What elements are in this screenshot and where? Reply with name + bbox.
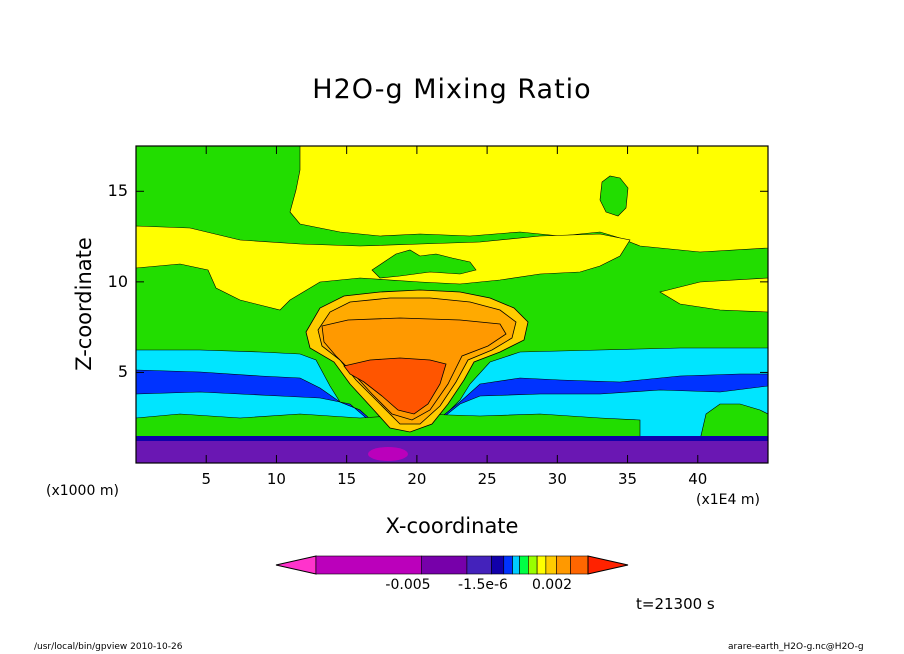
contour-purple [136,438,768,463]
colorbar-segment [315,555,422,575]
contour-yellow-upper [289,146,768,253]
x-tick-label: 35 [618,470,638,488]
x-tick-label: 30 [547,470,567,488]
plot-frame [135,145,769,464]
x-tick-label: 25 [477,470,497,488]
colorbar-segment [556,555,571,575]
contour-yellow-right [659,277,768,313]
colorbar-segment [570,555,589,575]
y-ticks [136,190,768,373]
colorbar-min-arrow [275,555,317,575]
contour-green-wisps [371,249,477,279]
colorbar-segment [420,555,468,575]
colorbar-tick-label-1: -0.005 [385,577,431,593]
contour-core [343,357,447,415]
colorbar-segment [503,555,513,575]
footer-command: /usr/local/bin/gpview 2010-10-26 [34,642,183,652]
chart-title: H2O-g Mixing Ratio [312,74,592,105]
x-unit-right: (x1E4 m) [696,492,760,508]
contour-blue [136,369,768,433]
y-tick-label: 10 [107,271,128,291]
x-unit-left: (x1000 m) [46,483,119,499]
y-axis-label: Z-coordinate [72,237,96,371]
colorbar-segment [512,555,520,575]
x-tick-label: 40 [688,470,708,488]
x-ticks [205,146,699,463]
colorbar-segment [491,555,505,575]
contour-deep-blue [136,436,768,441]
contour-fills [136,146,768,463]
x-tick-label: 10 [266,470,286,488]
colorbar-segment [545,555,557,575]
x-tick-label: 20 [407,470,427,488]
time-label: t=21300 s [636,595,715,613]
x-axis-label: X-coordinate [385,514,519,538]
colorbar-segment [466,555,492,575]
y-tick-label: 5 [117,362,128,382]
colorbar-tick-label-3: 0.002 [531,577,573,593]
y-tick-label: 15 [107,181,128,201]
contour-magenta-spot [368,447,408,461]
colorbar-segment [519,555,529,575]
footer-file: arare-earth_H2O-g.nc@H2O-g [728,642,864,652]
contour-green-patch [599,175,629,217]
colorbar-tick-label-2: -1.5e-6 [458,577,508,593]
colorbar-segment [528,555,538,575]
colorbar-segment [536,555,547,575]
x-tick-label: 5 [201,470,211,488]
colorbar [275,555,629,575]
x-tick-label: 15 [337,470,357,488]
colorbar-max-arrow [587,555,629,575]
